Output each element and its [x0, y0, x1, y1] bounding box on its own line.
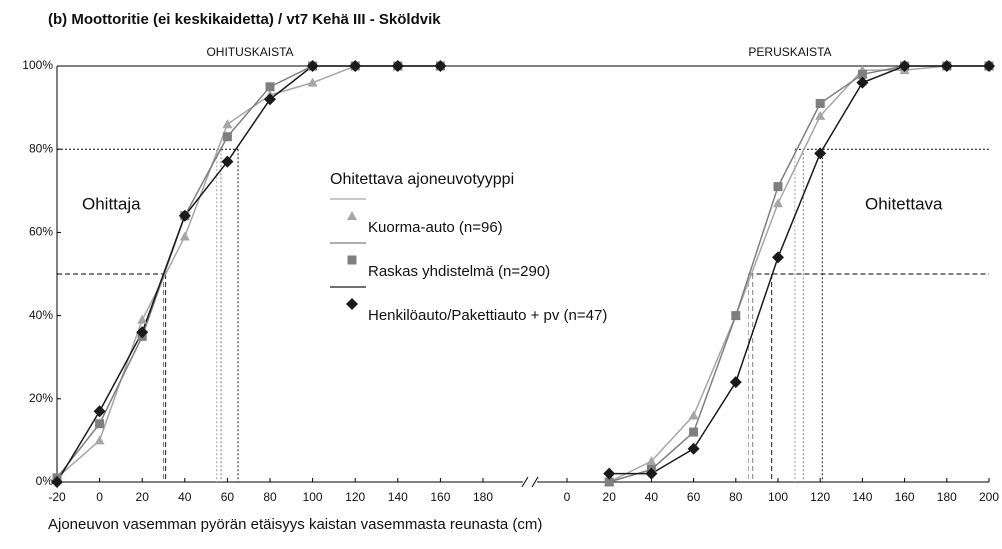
x-tick-label: 40	[645, 490, 659, 504]
series-line	[56, 65, 441, 483]
y-tick-label: 80%	[29, 141, 53, 155]
marker	[93, 405, 106, 418]
marker	[137, 314, 148, 324]
marker	[731, 311, 741, 321]
x-tick-label: 80	[729, 490, 743, 504]
y-tick-label: 100%	[22, 58, 53, 72]
x-tick-label: 40	[178, 490, 192, 504]
x-tick-label: 200	[979, 490, 999, 504]
y-tick-label: 40%	[29, 308, 53, 322]
legend-label: Raskas yhdistelmä (n=290)	[368, 263, 550, 280]
x-axis-label: Ajoneuvon vasemman pyörän etäisyys kaist…	[48, 516, 542, 533]
marker	[136, 326, 149, 339]
marker	[983, 60, 995, 72]
marker	[940, 60, 953, 72]
x-tick-label: 60	[687, 490, 701, 504]
series-line	[608, 65, 989, 483]
legend-label: Henkilöauto/Pakettiauto + pv (n=47)	[368, 307, 607, 324]
marker	[814, 147, 827, 160]
marker	[178, 209, 191, 222]
x-tick-label: 160	[430, 490, 450, 504]
marker	[94, 435, 105, 445]
x-tick-label: 0	[564, 490, 571, 504]
marker	[265, 82, 275, 92]
x-tick-label: 180	[937, 490, 957, 504]
y-tick-label: 20%	[29, 391, 53, 405]
marker	[307, 77, 318, 87]
marker	[687, 442, 700, 455]
marker	[729, 376, 742, 389]
x-tick-label: 140	[388, 490, 408, 504]
legend-label: Kuorma-auto (n=96)	[368, 219, 503, 236]
x-tick-label: 100	[768, 490, 788, 504]
annotation: Ohittaja	[82, 194, 141, 213]
marker	[347, 211, 357, 220]
marker	[222, 119, 233, 129]
marker	[347, 255, 357, 265]
x-tick-label: 120	[810, 490, 830, 504]
marker	[306, 60, 319, 72]
marker	[434, 60, 447, 72]
marker	[222, 132, 232, 142]
y-tick-label: 60%	[29, 225, 53, 239]
x-tick-label: 80	[263, 490, 277, 504]
marker	[603, 467, 616, 480]
x-tick-label: 180	[473, 490, 493, 504]
marker	[689, 427, 699, 437]
x-tick-label: 60	[221, 490, 235, 504]
marker	[772, 251, 784, 264]
x-tick-label: 100	[303, 490, 323, 504]
axis-break	[531, 476, 539, 488]
panel-title: PERUSKAISTA	[748, 45, 831, 59]
marker	[773, 182, 783, 192]
marker	[898, 60, 911, 72]
marker	[688, 410, 699, 420]
axis-break	[521, 476, 529, 488]
series-line	[609, 65, 989, 475]
marker	[815, 110, 826, 120]
marker	[773, 198, 783, 208]
x-tick-label: 0	[96, 490, 103, 504]
x-tick-label: 140	[852, 490, 872, 504]
x-tick-label: 20	[136, 490, 150, 504]
legend-title: Ohitettava ajoneuvotyyppi	[330, 171, 514, 188]
panel-title: OHITUSKAISTA	[206, 45, 293, 59]
x-tick-label: 120	[345, 490, 365, 504]
marker	[856, 76, 869, 89]
marker	[179, 231, 190, 241]
marker	[264, 93, 276, 106]
chart-title: (b) Moottoritie (ei keskikaidetta) / vt7…	[48, 11, 441, 28]
marker	[95, 419, 105, 429]
marker	[346, 298, 358, 310]
x-tick-label: 160	[895, 490, 915, 504]
marker	[645, 467, 658, 480]
marker	[646, 456, 657, 466]
annotation: Ohitettava	[865, 194, 943, 213]
marker	[349, 60, 362, 72]
marker	[51, 476, 63, 488]
marker	[604, 477, 614, 487]
marker	[815, 98, 825, 108]
marker	[857, 69, 867, 79]
marker	[221, 155, 234, 168]
marker	[391, 60, 404, 72]
x-tick-label: -20	[48, 490, 66, 504]
y-tick-label: 0%	[36, 474, 54, 488]
x-tick-label: 20	[603, 490, 617, 504]
